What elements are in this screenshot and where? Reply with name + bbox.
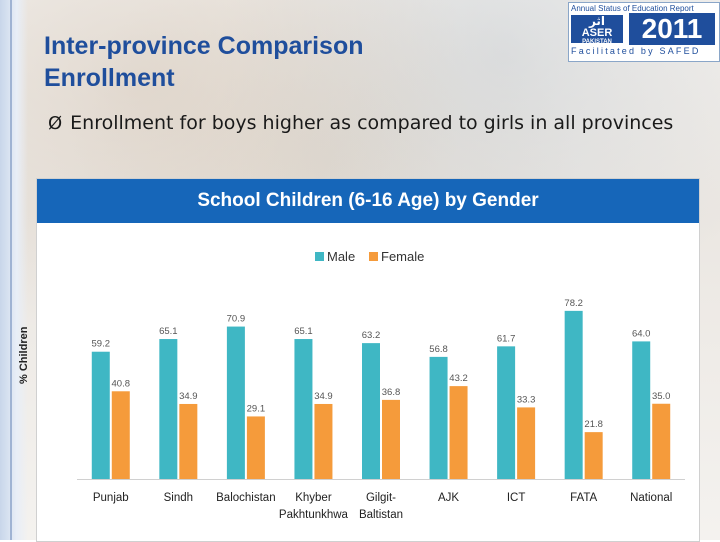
bullet-point: Ø Enrollment for boys higher as compared … [48,108,684,139]
data-label-female: 34.9 [179,391,198,402]
data-label-male: 65.1 [159,326,178,337]
logo-urdu: اثر [588,14,606,28]
logo-brand: ASER [581,27,613,39]
x-tick-label: Punjab [93,492,129,504]
left-decor-bar [0,0,28,540]
slide-title-line1: Inter-province Comparison [44,32,364,60]
bar-female [111,391,130,479]
bar-male [632,341,651,479]
bar-male [226,326,245,479]
slide-title: Inter-province Comparison Enrollment [44,30,464,94]
data-label-female: 33.3 [517,394,536,405]
bullet-text: Enrollment for boys higher as compared t… [70,112,674,134]
bar-female [584,432,603,479]
data-label-female: 29.1 [247,403,266,414]
x-tick-label: AJK [438,492,459,504]
chart-title: School Children (6-16 Age) by Gender [37,179,699,223]
y-axis-label: % Children [18,326,30,384]
slide-title-line2: Enrollment [44,64,175,92]
bar-female [179,403,198,479]
data-label-female: 43.2 [449,373,468,384]
x-tick-label: Sindh [164,492,193,504]
bar-male [429,356,448,479]
logo-top-text: Annual Status of Education Report [571,4,694,13]
bar-female [382,399,400,479]
data-label-male: 61.7 [497,333,515,344]
x-tick-label: Balochistan [216,492,275,504]
bar-female [652,403,671,479]
x-tick-label: ICT [507,492,526,504]
data-label-male: 78.2 [564,298,583,309]
bar-female [314,403,333,479]
x-tick-label: Pakhtunkhwa [279,509,349,521]
bar-male [159,339,178,479]
data-label-female: 40.8 [112,378,130,389]
data-label-female: 36.8 [382,387,401,398]
chart-panel: School Children (6-16 Age) by Gender Mal… [36,178,700,542]
aser-logo: Annual Status of Education Report اثر AS… [568,2,720,62]
data-label-male: 65.1 [294,326,313,337]
x-tick-label: Baltistan [359,509,403,521]
bar-male [497,346,516,479]
x-tick-label: National [630,492,672,504]
bar-male [294,339,313,479]
data-label-male: 64.0 [632,328,651,339]
legend-swatch-male [315,252,324,261]
data-label-male: 70.9 [227,314,246,325]
logo-sub: PAKISTAN [582,39,612,45]
bar-male [91,351,110,479]
bar-male [362,343,380,479]
logo-facilitated: Facilitated by SAFED [571,46,701,56]
x-tick-label: Khyber [295,492,332,504]
logo-year: 2011 [629,13,715,45]
data-label-male: 63.2 [362,330,381,341]
data-label-female: 35.0 [652,391,671,402]
left-decor-line [10,0,12,540]
bar-female [449,386,468,479]
data-label-male: 59.2 [92,339,111,350]
legend-label-female: Female [381,249,424,264]
data-label-female: 34.9 [314,391,333,402]
data-label-male: 56.8 [429,344,448,355]
legend-label-male: Male [327,249,355,264]
bar-chart: Male Female 59.2 40.8 Punjab 65.1 34.9 Sindh 70.… [77,249,685,521]
logo-brand-box: اثر ASER PAKISTAN [571,14,623,45]
bar-male [564,310,583,479]
bar-female [517,407,536,479]
bar-female [246,416,265,479]
arrow-bullet-icon: Ø [48,113,63,134]
x-tick-label: Gilgit- [366,492,396,504]
x-tick-label: FATA [570,492,597,504]
data-label-female: 21.8 [584,419,603,430]
legend-swatch-female [369,252,378,261]
